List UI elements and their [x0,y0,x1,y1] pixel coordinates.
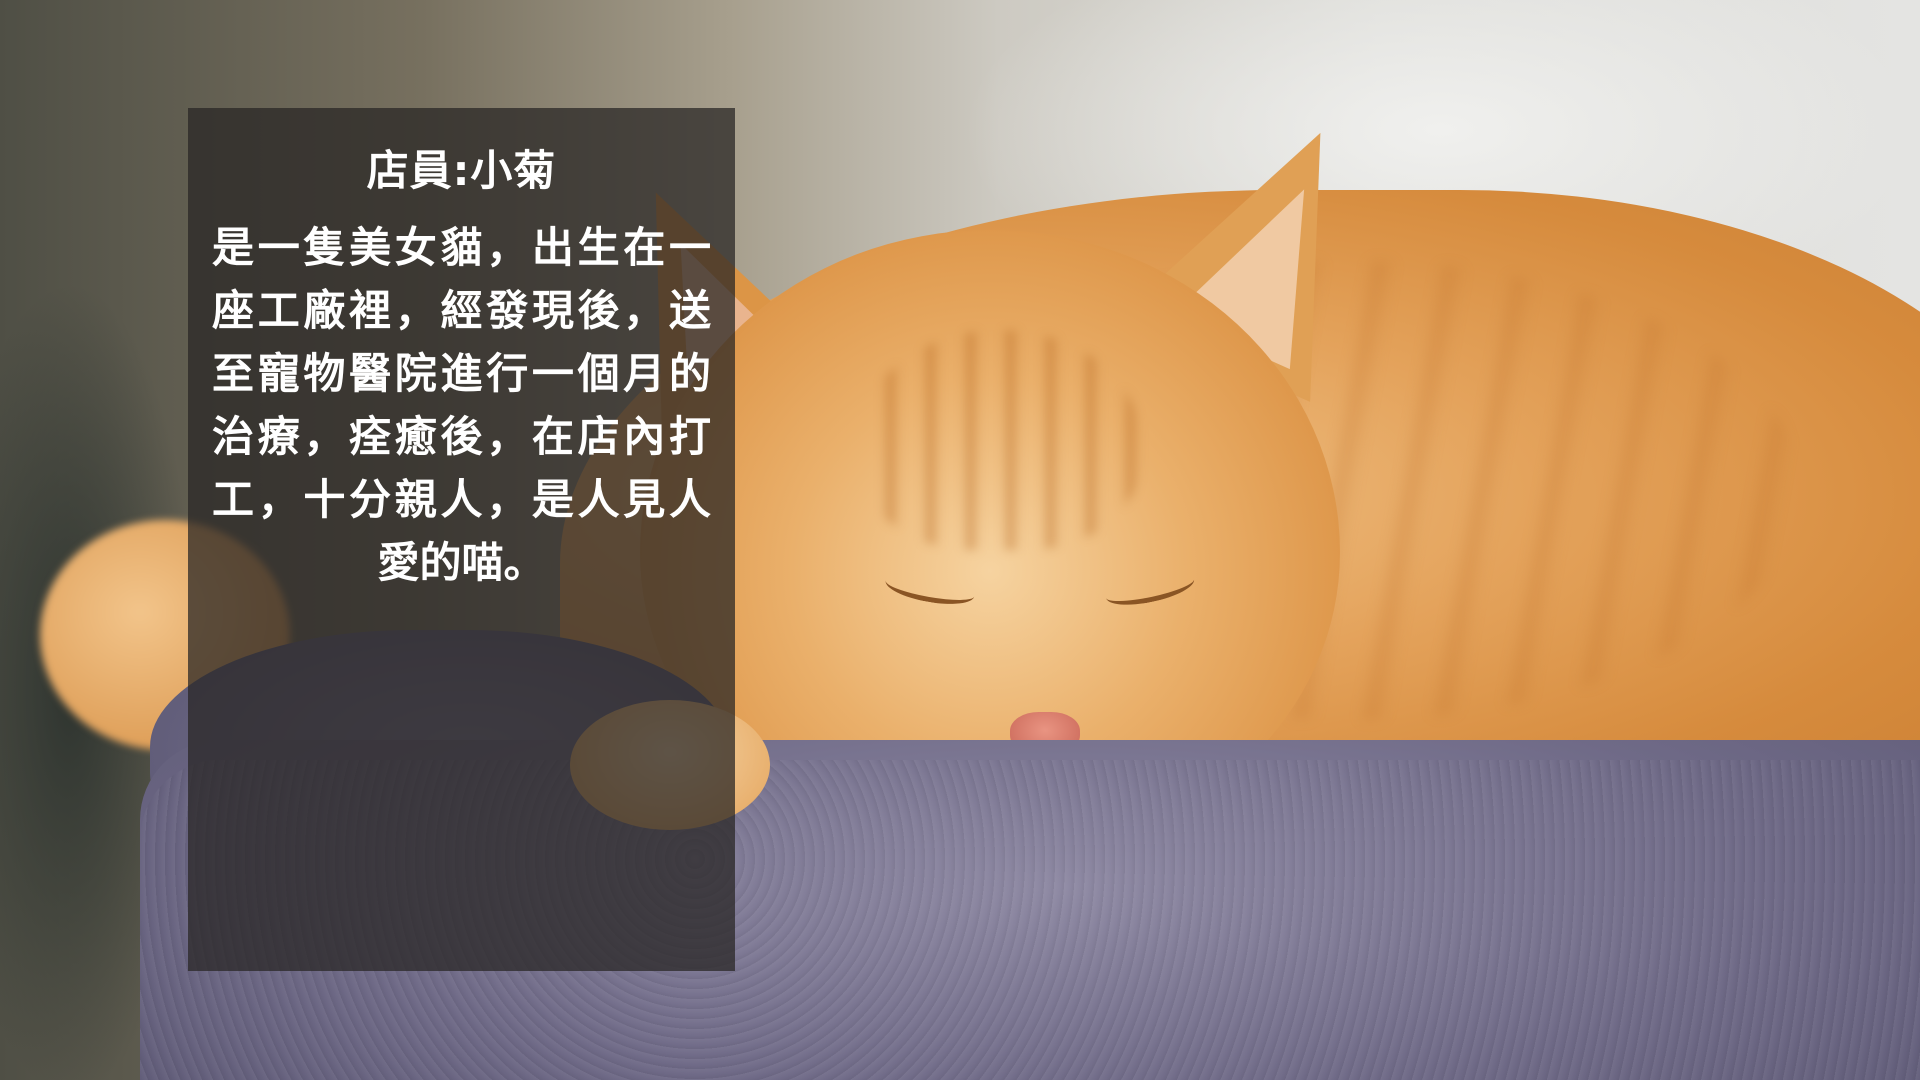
cat-forehead-stripes [860,330,1140,550]
staff-description: 是一隻美女貓，出生在一座工廠裡，經發現後，送至寵物醫院進行一個月的治療，痊癒後，… [212,223,711,588]
staff-name-title: 店員:小菊 [366,146,557,195]
staff-info-card: 店員:小菊 是一隻美女貓，出生在一座工廠裡，經發現後，送至寵物醫院進行一個月的治… [188,108,735,971]
